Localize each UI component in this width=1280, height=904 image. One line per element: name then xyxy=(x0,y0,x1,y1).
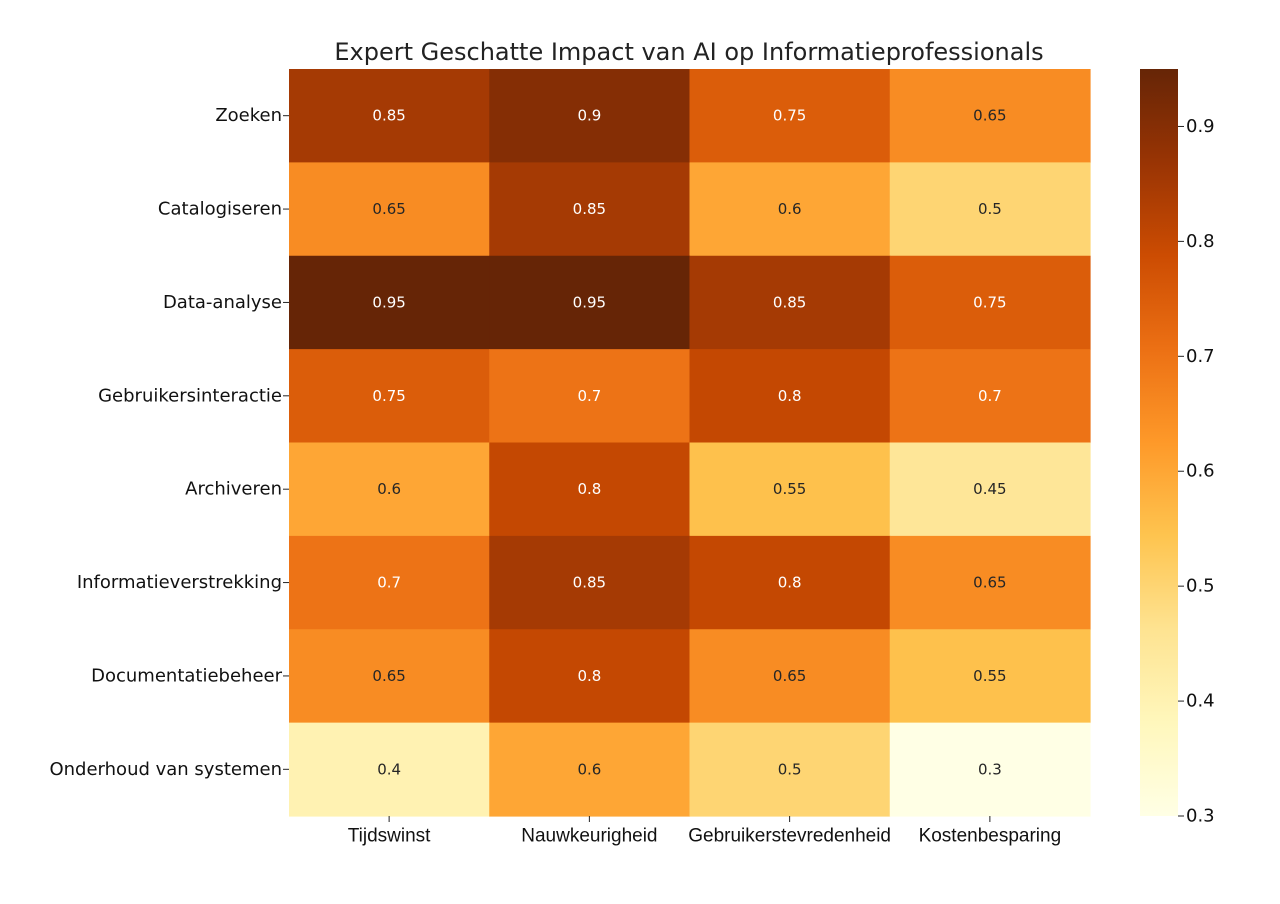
cell-value-label: 0.75 xyxy=(372,387,405,405)
cell-value-label: 0.95 xyxy=(573,293,606,311)
colorbar-tick-label: 0.6 xyxy=(1186,461,1215,482)
heatmap-cell xyxy=(689,162,891,257)
cell-value-label: 0.65 xyxy=(973,574,1006,592)
cell-value-label: 0.75 xyxy=(773,107,806,125)
colorbar-tick-label: 0.4 xyxy=(1186,691,1215,712)
cell-value-label: 0.65 xyxy=(372,200,405,218)
cell-value-label: 0.85 xyxy=(773,293,806,311)
heatmap-cell xyxy=(889,162,1091,257)
heatmap-cell xyxy=(689,442,891,537)
row-labels: Zoeken Catalogiseren Data-analyse Gebruiker… xyxy=(49,105,289,780)
heatmap-cell xyxy=(289,722,490,817)
heatmap-cell xyxy=(689,349,891,444)
colorbar: 0.3 0.4 0.5 0.6 0.7 0.8 0.9 xyxy=(1140,69,1215,827)
colorbar-tick-label: 0.7 xyxy=(1186,346,1215,367)
cell-value-label: 0.9 xyxy=(577,107,601,125)
cell-value-label: 0.65 xyxy=(773,667,806,685)
cell-value-label: 0.4 xyxy=(377,760,401,778)
heatmap-cell xyxy=(889,722,1091,817)
row-label: Data-analyse xyxy=(163,292,282,313)
cell-value-label: 0.8 xyxy=(577,480,601,498)
heatmap-cell xyxy=(889,442,1091,537)
heatmap-cell xyxy=(489,69,691,163)
cell-value-label: 0.75 xyxy=(973,293,1006,311)
cell-value-label: 0.5 xyxy=(778,760,802,778)
heatmap-cell xyxy=(489,255,691,350)
heatmap-cell xyxy=(489,349,691,444)
cell-value-label: 0.8 xyxy=(778,574,802,592)
row-label: Gebruikersinteractie xyxy=(98,385,282,406)
heatmap-cell xyxy=(689,535,891,630)
cell-value-label: 0.7 xyxy=(978,387,1002,405)
colorbar-tick-label: 0.5 xyxy=(1186,576,1215,597)
heatmap-cell xyxy=(689,629,891,724)
heatmap-cell xyxy=(689,722,891,817)
cell-value-label: 0.55 xyxy=(973,667,1006,685)
heatmap-cell xyxy=(689,69,891,163)
colorbar-tick-label: 0.9 xyxy=(1186,116,1215,137)
cell-value-label: 0.6 xyxy=(377,480,401,498)
heatmap-cell xyxy=(889,349,1091,444)
cell-value-label: 0.55 xyxy=(773,480,806,498)
row-label: Documentatiebeheer xyxy=(91,665,282,686)
heatmap-cell xyxy=(889,255,1091,350)
cell-value-label: 0.65 xyxy=(973,107,1006,125)
heatmap-cell xyxy=(489,629,691,724)
cell-value-label: 0.65 xyxy=(372,667,405,685)
heatmap-cell xyxy=(889,629,1091,724)
row-label: Archiveren xyxy=(185,479,282,500)
heatmap-cell xyxy=(489,722,691,817)
heatmap-cell xyxy=(889,535,1091,630)
heatmap-cell xyxy=(489,442,691,537)
heatmap-cell xyxy=(289,255,490,350)
heatmap-cell xyxy=(289,629,490,724)
cell-value-label: 0.85 xyxy=(573,574,606,592)
cell-value-label: 0.6 xyxy=(577,760,601,778)
heatmap-cell xyxy=(489,162,691,257)
heatmap-cell xyxy=(689,255,891,350)
heatmap-cell xyxy=(289,69,490,163)
cell-value-label: 0.6 xyxy=(778,200,802,218)
cell-value-label: 0.7 xyxy=(377,574,401,592)
colorbar-tick-label: 0.8 xyxy=(1186,231,1215,252)
cell-value-label: 0.5 xyxy=(978,200,1002,218)
cell-value-label: 0.3 xyxy=(978,760,1002,778)
cell-value-label: 0.45 xyxy=(973,480,1006,498)
column-label: Tijdswinst xyxy=(348,826,431,847)
chart-title: Expert Geschatte Impact van AI op Inform… xyxy=(334,38,1043,66)
column-label: Kostenbesparing xyxy=(919,826,1062,847)
row-label: Onderhoud van systemen xyxy=(49,759,282,780)
column-labels: Tijdswinst Nauwkeurigheid Gebruikerstevred… xyxy=(348,816,1061,847)
heatmap-cell xyxy=(889,69,1091,163)
heatmap-cell xyxy=(489,535,691,630)
column-label: Gebruikerstevredenheid xyxy=(688,826,891,847)
colorbar-ticks: 0.3 0.4 0.5 0.6 0.7 0.8 0.9 xyxy=(1178,116,1215,827)
heatmap-cell xyxy=(289,349,490,444)
cell-value-label: 0.8 xyxy=(778,387,802,405)
row-label: Zoeken xyxy=(215,105,282,126)
heatmap-cells: 0.85 0.9 0.75 0.65 0.65 0.85 0.6 0.5 0.95 0.95 0.8… xyxy=(289,69,1091,817)
row-label: Informatieverstrekking xyxy=(77,572,282,593)
cell-value-label: 0.95 xyxy=(372,293,405,311)
cell-value-label: 0.8 xyxy=(577,667,601,685)
heatmap-cell xyxy=(289,442,490,537)
cell-value-label: 0.85 xyxy=(372,107,405,125)
row-label: Catalogiseren xyxy=(158,199,282,220)
colorbar-gradient xyxy=(1140,69,1178,816)
cell-value-label: 0.7 xyxy=(577,387,601,405)
column-label: Nauwkeurigheid xyxy=(521,826,657,847)
heatmap-cell xyxy=(289,162,490,257)
cell-value-label: 0.85 xyxy=(573,200,606,218)
heatmap-cell xyxy=(289,535,490,630)
colorbar-tick-label: 0.3 xyxy=(1186,806,1215,827)
